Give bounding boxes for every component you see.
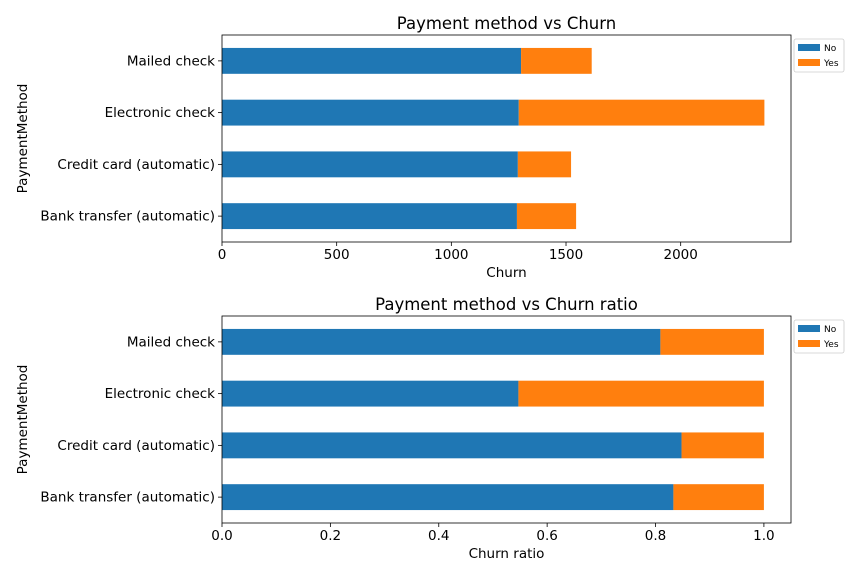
chart-title: Payment method vs Churn (397, 14, 616, 33)
bar-no-1 (222, 203, 517, 230)
chart-title: Payment method vs Churn ratio (375, 295, 638, 314)
bar-yes-2 (517, 151, 572, 178)
x-tick-label: 2000 (664, 247, 698, 263)
y-tick-label: Electronic check (105, 386, 216, 402)
axes-frame (221, 34, 792, 243)
y-axis-label: PaymentMethod (15, 365, 31, 475)
bar-yes-1 (673, 484, 764, 511)
x-axis-label: Churn (486, 265, 526, 281)
y-tick-label: Electronic check (105, 105, 216, 121)
x-tick-label: 0 (218, 247, 227, 263)
legend: No Yes (793, 38, 845, 73)
y-tick-label: Mailed check (127, 53, 215, 69)
legend-swatch-no (798, 44, 820, 51)
bar-yes-2 (681, 432, 764, 459)
x-tick-label: 1000 (434, 247, 468, 263)
x-tick-label: 0.8 (645, 528, 666, 544)
x-tick-label: 0.0 (211, 528, 232, 544)
bar-no-1 (222, 484, 674, 511)
bar-no-4 (222, 328, 661, 355)
bar-yes-3 (518, 99, 765, 126)
bar-no-4 (222, 47, 522, 74)
y-tick-label: Mailed check (127, 334, 215, 350)
x-tick-label: 500 (324, 247, 350, 263)
chart-2: Bank transfer (automatic) Credit card (au… (15, 295, 845, 562)
legend-swatch-no (798, 325, 820, 332)
legend-swatch-yes (798, 340, 820, 347)
bar-no-3 (222, 380, 519, 407)
bar-no-3 (222, 99, 519, 126)
y-tick-label: Bank transfer (automatic) (40, 209, 215, 225)
x-tick-label: 1.0 (753, 528, 774, 544)
axes-frame (221, 315, 792, 524)
legend: No Yes (793, 319, 845, 354)
bar-yes-1 (516, 203, 577, 230)
bar-yes-4 (521, 47, 592, 74)
y-tick-label: Bank transfer (automatic) (40, 490, 215, 506)
y-tick-label: Credit card (automatic) (57, 438, 215, 454)
bar-yes-4 (660, 328, 764, 355)
x-tick-label: 0.6 (536, 528, 557, 544)
y-tick-label: Credit card (automatic) (57, 157, 215, 173)
legend-label-yes: Yes (823, 340, 839, 350)
x-tick-label: 0.2 (320, 528, 341, 544)
chart-1: Bank transfer (automatic) Credit card (au… (15, 14, 845, 281)
x-axis-label: Churn ratio (469, 546, 545, 562)
bar-yes-3 (518, 380, 764, 407)
legend-swatch-yes (798, 59, 820, 66)
legend-label-yes: Yes (823, 59, 839, 69)
legend-label-no: No (824, 44, 837, 54)
bar-no-2 (222, 432, 682, 459)
y-axis-label: PaymentMethod (15, 84, 31, 194)
x-tick-label: 0.4 (428, 528, 449, 544)
bar-no-2 (222, 151, 518, 178)
legend-label-no: No (824, 325, 837, 335)
x-tick-label: 1500 (549, 247, 583, 263)
